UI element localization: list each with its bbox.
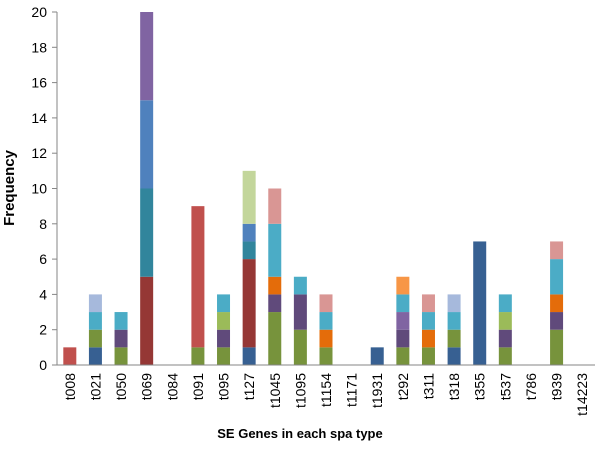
bar-segment: [191, 347, 205, 365]
bar-segment: [268, 294, 282, 313]
x-tick-label: t1171: [344, 373, 360, 407]
bar-segment: [88, 294, 102, 313]
bar-segment: [319, 329, 333, 348]
bar-segment: [498, 294, 512, 313]
y-tick-label: 16: [31, 75, 47, 91]
bar-segment: [421, 312, 435, 330]
bar-segment: [217, 294, 231, 313]
x-tick-label: t095: [216, 373, 232, 400]
bar-segment: [268, 223, 282, 277]
x-tick-label: t091: [190, 373, 206, 400]
x-tick-label: t127: [241, 373, 257, 400]
x-tick-label: t939: [549, 373, 565, 400]
x-tick-label: t537: [497, 373, 513, 400]
x-tick-label: t1931: [369, 373, 385, 408]
bar-segment: [88, 329, 102, 348]
x-tick-label: t021: [87, 373, 103, 400]
bar-segment: [421, 329, 435, 348]
y-tick-label: 10: [31, 181, 47, 197]
x-tick-label: t1154: [318, 373, 334, 407]
bar-segment: [370, 347, 384, 365]
bar-segment: [242, 347, 256, 365]
bar-segment: [140, 188, 154, 277]
x-tick-label: t084: [164, 373, 180, 400]
x-tick-label: t786: [523, 373, 539, 400]
bar-segment: [191, 206, 205, 348]
bar-segment: [319, 347, 333, 365]
bar-segment: [140, 100, 154, 189]
x-tick-label: t355: [472, 373, 488, 400]
y-tick-label: 2: [39, 322, 47, 338]
bar-segment: [550, 259, 564, 295]
bar-segment: [498, 347, 512, 365]
x-tick-label: t008: [62, 373, 78, 400]
x-tick-label: t1045: [267, 373, 283, 408]
y-tick-label: 4: [39, 286, 47, 302]
bar-segment: [114, 312, 128, 330]
bar-segment: [550, 329, 564, 365]
bar-segment: [319, 312, 333, 330]
bar-segment: [268, 188, 282, 224]
bar-segment: [268, 276, 282, 295]
bar-segment: [550, 241, 564, 260]
x-tick-label: t318: [446, 373, 462, 400]
bar-segment: [550, 312, 564, 330]
bar-segment: [242, 170, 256, 224]
bar-segment: [88, 347, 102, 365]
bar-segment: [447, 329, 461, 348]
x-tick-label: t14223: [574, 373, 590, 416]
bar-segment: [242, 241, 256, 260]
x-tick-label: t069: [139, 373, 155, 400]
x-tick-label: t1095: [292, 373, 308, 408]
bar-segment: [421, 294, 435, 313]
bar-segment: [498, 329, 512, 348]
bar-segment: [396, 276, 410, 295]
bar-segment: [447, 294, 461, 313]
x-axis-label: SE Genes in each spa type: [217, 426, 382, 441]
bar-segment: [293, 276, 307, 295]
x-tick-label: t311: [420, 373, 436, 399]
bar-segment: [114, 329, 128, 348]
y-tick-label: 20: [31, 4, 47, 20]
bar-segment: [421, 347, 435, 365]
y-tick-label: 6: [39, 251, 47, 267]
bar-segment: [473, 241, 487, 365]
bar-segment: [293, 329, 307, 365]
bar-segment: [498, 312, 512, 330]
bar-segment: [88, 312, 102, 330]
bar-segment: [140, 276, 154, 365]
bar-segment: [447, 347, 461, 365]
bar-segment: [396, 329, 410, 348]
y-axis-label: Frequency: [1, 149, 18, 226]
bar-segment: [63, 347, 77, 365]
y-tick-label: 14: [31, 110, 47, 126]
y-tick-label: 12: [31, 145, 47, 161]
bar-segment: [242, 259, 256, 348]
bar-segment: [396, 347, 410, 365]
y-tick-label: 0: [39, 357, 47, 373]
bar-segment: [217, 312, 231, 330]
bar-segment: [396, 294, 410, 313]
bar-segment: [217, 329, 231, 348]
bar-segment: [217, 347, 231, 365]
bar-segment: [396, 312, 410, 330]
bar-segment: [293, 294, 307, 330]
y-tick-label: 18: [31, 39, 47, 55]
y-tick-label: 8: [39, 216, 47, 232]
bar-segment: [114, 347, 128, 365]
bar-segment: [268, 312, 282, 365]
x-tick-label: t050: [113, 373, 129, 400]
bar-segment: [242, 223, 256, 242]
bar-segment: [447, 312, 461, 330]
bar-segment: [550, 294, 564, 313]
bar-segment: [140, 12, 154, 101]
bar-segment: [319, 294, 333, 313]
x-tick-label: t292: [395, 373, 411, 400]
